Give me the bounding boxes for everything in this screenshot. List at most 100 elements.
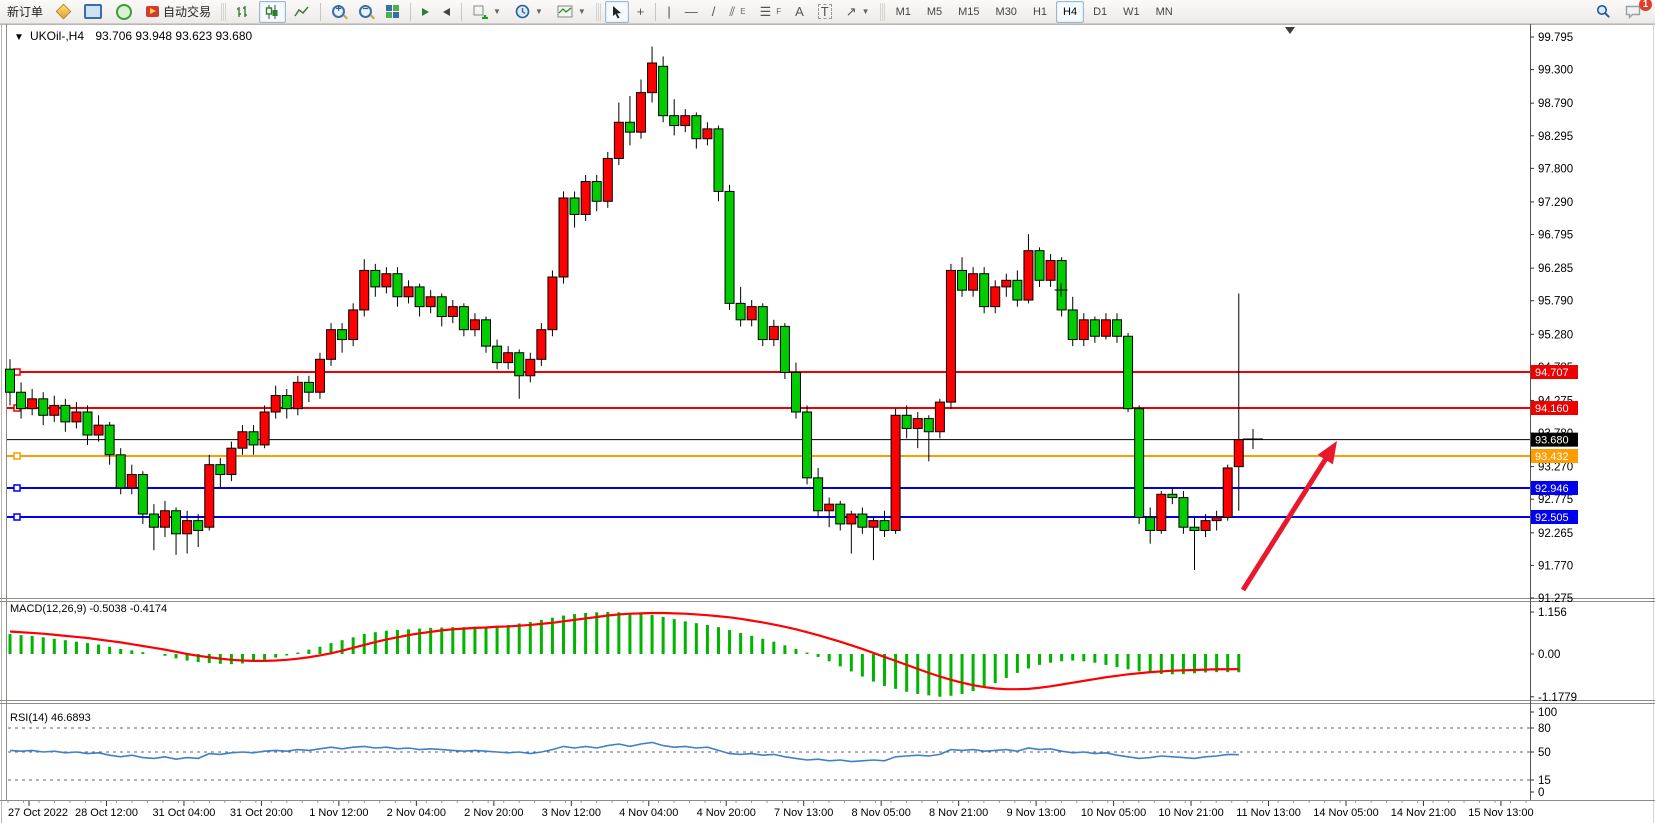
tf-h4-button[interactable]: H4: [1056, 0, 1085, 23]
candle: [370, 269, 381, 288]
chart-ohlc-values: 93.706 93.948 93.623 93.680: [95, 29, 252, 43]
candle: [159, 510, 170, 528]
tf-m1-button[interactable]: M1: [895, 5, 911, 18]
text-label-icon: T: [817, 4, 832, 19]
candle: [1189, 526, 1200, 532]
chart-shift-marker[interactable]: [1285, 27, 1295, 34]
rsi-pane[interactable]: [8, 727, 1530, 781]
channel-tool-button[interactable]: ⫽ E: [723, 1, 751, 23]
chart-symbol-period: UKOil-,H4: [30, 29, 84, 43]
search-button[interactable]: [1590, 1, 1617, 23]
candle: [1222, 467, 1233, 518]
line-chart-icon: [294, 6, 309, 16]
date-label: 31 Oct 20:00: [230, 807, 293, 819]
candle: [104, 424, 115, 456]
line-chart-button[interactable]: [288, 1, 315, 23]
arrows-tool-button[interactable]: ↗ ▼: [840, 1, 876, 23]
hline-handle[interactable]: [13, 513, 21, 521]
date-label: 8 Nov 21:00: [929, 807, 988, 819]
trend-arrow-head[interactable]: [1317, 441, 1337, 465]
fibo-tag: F: [776, 7, 782, 16]
candlestick-pane[interactable]: [5, 27, 1531, 592]
date-label: 2 Nov 04:00: [387, 807, 446, 819]
crosshair-icon: +: [636, 4, 645, 19]
toolbar-grip: [221, 2, 227, 21]
candle: [1200, 520, 1211, 532]
text-label-tool-button[interactable]: T: [812, 1, 838, 23]
trendline-tool-button[interactable]: /: [706, 1, 722, 23]
price-tag: [1531, 365, 1578, 380]
tf-d1-button[interactable]: D1: [1093, 5, 1108, 18]
window-frame: [0, 24, 1655, 823]
candle: [381, 273, 392, 288]
candle: [547, 276, 558, 331]
tf-m5-button[interactable]: M5: [926, 5, 943, 18]
candle: [1156, 493, 1167, 532]
chart-canvas[interactable]: ▼ UKOil-,H4 93.706 93.948 93.623 93.680 …: [0, 24, 1655, 823]
hline-tool-button[interactable]: —: [679, 1, 704, 23]
text-tool-button[interactable]: A: [789, 1, 810, 23]
signals-button[interactable]: [110, 1, 138, 23]
candlestick-chart-button[interactable]: [259, 0, 287, 23]
tf-m15-button[interactable]: M15: [958, 5, 980, 18]
tf-w1-button[interactable]: W1: [1123, 5, 1140, 18]
indicators-button[interactable]: ▼: [467, 1, 507, 23]
candle: [868, 520, 879, 528]
market-watch-button[interactable]: [51, 1, 76, 23]
hline-handle[interactable]: [13, 484, 21, 492]
fibonacci-tool-button[interactable]: ☰ F: [754, 1, 788, 23]
bar-chart-button[interactable]: [230, 1, 257, 23]
price-tag-label: 93.680: [1535, 435, 1569, 447]
candle: [923, 418, 934, 433]
candle: [835, 503, 846, 525]
toolbar-grip: [879, 2, 885, 21]
cursor-tool-button[interactable]: [604, 0, 629, 23]
candle: [425, 296, 436, 308]
candle: [469, 319, 480, 331]
separator: [461, 2, 463, 21]
rsi-tick-label: 50: [1538, 747, 1551, 759]
date-label: 15 Nov 13:00: [1468, 807, 1533, 819]
auto-trading-button[interactable]: 自动交易: [140, 1, 217, 23]
notifications-button[interactable]: 1: [1619, 0, 1652, 23]
candle: [713, 128, 724, 192]
zoom-out-button[interactable]: −: [353, 1, 378, 23]
tf-h1-button[interactable]: H1: [1032, 5, 1047, 18]
toolbar-grip: [595, 2, 601, 21]
date-label: 10 Nov 05:00: [1081, 807, 1146, 819]
templates-button[interactable]: ▼: [551, 1, 592, 23]
collapse-triangle-icon[interactable]: ▼: [14, 32, 24, 43]
price-tag-label: 94.707: [1535, 367, 1569, 379]
candle: [613, 121, 624, 159]
data-window-button[interactable]: [78, 1, 108, 23]
tf-mn-button[interactable]: MN: [1155, 5, 1173, 18]
periods-button[interactable]: ▼: [509, 1, 549, 23]
candle: [569, 197, 580, 215]
candle: [901, 414, 912, 429]
candle: [857, 513, 868, 528]
crosshair-tool-button[interactable]: +: [631, 1, 651, 23]
hline-handle[interactable]: [13, 452, 21, 460]
price-tick-label: 96.285: [1538, 263, 1573, 275]
macd-tick-label: 0.00: [1538, 649, 1560, 661]
chart-shift-button[interactable]: [437, 1, 456, 23]
zoom-in-button[interactable]: +: [326, 1, 351, 23]
vline-tool-button[interactable]: |: [661, 1, 676, 23]
tile-windows-button[interactable]: [380, 1, 405, 23]
candle: [314, 358, 325, 393]
tf-m30-button[interactable]: M30: [995, 5, 1017, 18]
macd-pane[interactable]: [8, 611, 1241, 697]
price-tick-label: 96.795: [1538, 230, 1573, 242]
candle: [281, 395, 292, 410]
trend-arrow-shaft[interactable]: [1240, 448, 1334, 592]
auto-scroll-button[interactable]: [416, 1, 435, 23]
rsi-label: RSI(14) 46.6893: [10, 712, 91, 724]
chevron-down-icon: ▼: [861, 7, 870, 16]
price-tick-label: 93.270: [1538, 462, 1573, 474]
new-order-button[interactable]: 新订单: [1, 1, 49, 23]
price-tick-label: 98.790: [1538, 98, 1573, 110]
candle: [702, 128, 713, 140]
separator: [410, 2, 412, 21]
chart-window[interactable]: ▼ UKOil-,H4 93.706 93.948 93.623 93.680 …: [0, 24, 1655, 823]
candle: [1001, 279, 1012, 288]
